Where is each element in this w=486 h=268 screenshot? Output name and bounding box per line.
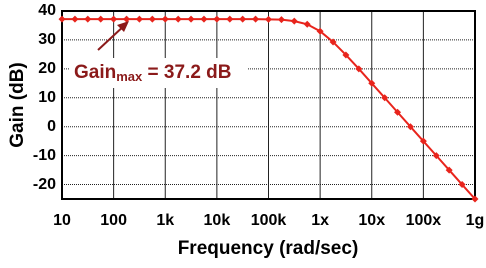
x-tick-label: 10k [204, 212, 231, 229]
data-point [110, 15, 118, 23]
data-point [303, 20, 311, 28]
data-point [71, 15, 79, 23]
data-point [471, 195, 479, 203]
data-point [445, 166, 453, 174]
data-point [277, 16, 285, 24]
data-point [355, 65, 363, 73]
data-point [97, 15, 105, 23]
y-tick-label: 20 [38, 60, 56, 77]
data-point [161, 15, 169, 23]
annotation-arrowhead [117, 21, 129, 32]
x-tick-label: 10x [358, 212, 385, 229]
data-point [265, 15, 272, 23]
data-point [135, 15, 143, 23]
x-tick-label: 1k [156, 212, 174, 229]
data-point [316, 27, 324, 35]
data-point [239, 15, 247, 23]
data-point [252, 15, 260, 23]
data-point [432, 152, 440, 160]
data-point [458, 181, 466, 189]
data-point [148, 15, 156, 23]
data-point [419, 137, 427, 145]
data-point [226, 15, 234, 23]
data-point [290, 17, 298, 25]
x-tick-label: 1g [466, 212, 485, 229]
y-tick-label: 0 [47, 118, 56, 135]
annotation-text: Gain [74, 62, 116, 83]
plot-frame [61, 10, 476, 200]
x-tick-label: 1x [311, 212, 329, 229]
data-point [123, 15, 131, 23]
x-tick-label: 100 [100, 212, 127, 229]
x-tick-label: 100x [406, 212, 442, 229]
x-axis-title: Frequency (rad/sec) [178, 238, 359, 259]
x-tick-label: 10 [53, 212, 71, 229]
data-point [342, 51, 350, 59]
data-point [84, 15, 92, 23]
y-tick-label: -20 [33, 176, 56, 193]
data-point [368, 79, 376, 87]
data-point [187, 15, 195, 23]
data-point [381, 94, 389, 102]
y-axis-title: Gain (dB) [7, 62, 28, 148]
data-point [174, 15, 182, 23]
data-point [406, 123, 414, 131]
data-point [329, 38, 337, 46]
y-tick-label: -10 [33, 147, 56, 164]
annotation: Gainmax = 37.2 dB [74, 62, 232, 84]
data-point [213, 15, 221, 23]
data-point [394, 108, 402, 116]
annotation-subscript: max [116, 69, 143, 84]
y-tick-label: 30 [38, 31, 56, 48]
y-tick-label: 10 [38, 89, 56, 106]
data-point [200, 15, 208, 23]
data-point [58, 15, 66, 23]
annotation-rest: = 37.2 dB [142, 62, 231, 83]
y-tick-label: 40 [38, 2, 56, 19]
x-tick-label: 100k [251, 212, 287, 229]
annotation-box [70, 58, 248, 88]
